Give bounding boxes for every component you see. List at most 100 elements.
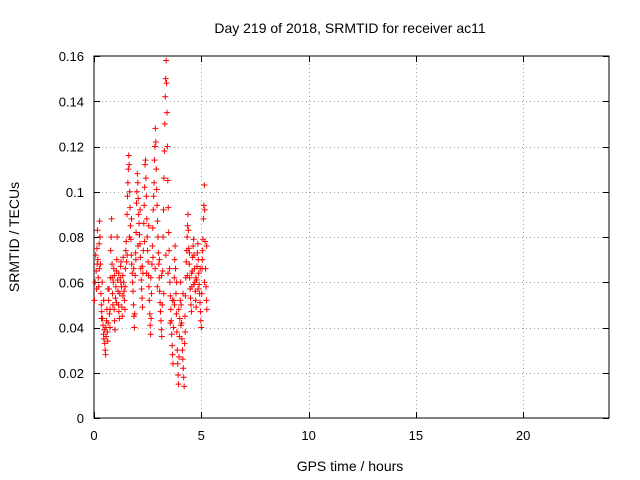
data-point	[143, 193, 150, 200]
data-point	[196, 281, 203, 288]
x-axis-label: GPS time / hours	[297, 458, 404, 474]
data-point	[109, 261, 116, 268]
data-point	[107, 247, 114, 254]
data-point	[141, 202, 148, 209]
data-point	[94, 256, 101, 263]
data-point	[106, 310, 113, 317]
data-point	[200, 215, 207, 222]
data-point	[166, 247, 173, 254]
data-point	[190, 281, 197, 288]
data-point	[174, 347, 181, 354]
data-point	[134, 243, 141, 250]
data-point	[127, 204, 134, 211]
data-point	[121, 297, 128, 304]
data-point	[109, 301, 116, 308]
data-point	[108, 234, 115, 240]
data-point	[164, 143, 171, 150]
data-point	[98, 301, 105, 308]
data-point	[147, 274, 154, 281]
data-point	[187, 295, 194, 302]
data-point	[180, 290, 187, 297]
data-point	[178, 335, 185, 342]
data-point	[186, 249, 193, 256]
data-point	[98, 315, 105, 322]
data-point	[120, 254, 127, 261]
data-point	[112, 283, 119, 290]
data-point	[187, 301, 194, 308]
data-point	[159, 267, 166, 274]
data-point	[131, 324, 138, 331]
data-point	[96, 265, 103, 272]
data-point	[150, 193, 157, 200]
data-point	[109, 290, 116, 297]
data-point	[122, 247, 129, 254]
data-point	[109, 274, 116, 281]
data-point	[181, 383, 188, 390]
data-point	[126, 188, 133, 195]
y-tick-label: 0.14	[59, 94, 84, 109]
data-point	[123, 238, 130, 245]
data-point	[201, 206, 208, 213]
data-point	[172, 265, 179, 272]
data-point	[125, 152, 132, 159]
data-point	[163, 57, 170, 64]
y-tick-label: 0.12	[59, 140, 84, 155]
data-point	[161, 148, 168, 155]
data-point	[192, 297, 199, 304]
data-point	[160, 290, 167, 297]
data-point	[197, 317, 204, 324]
data-point	[149, 224, 156, 231]
data-point	[99, 279, 106, 286]
data-point	[154, 283, 161, 290]
data-point	[184, 211, 191, 218]
y-tick-label: 0.06	[59, 275, 84, 290]
data-point	[95, 274, 102, 281]
data-point	[142, 175, 149, 182]
x-tick-label: 15	[409, 428, 423, 443]
data-point	[156, 288, 163, 295]
data-point	[130, 265, 137, 272]
data-point	[104, 329, 111, 336]
data-point	[164, 177, 171, 184]
data-point	[114, 234, 121, 240]
data-point	[158, 272, 165, 279]
data-point	[184, 222, 191, 229]
data-point	[128, 261, 135, 268]
chart-title: Day 219 of 2018, SRMTID for receiver ac1…	[214, 20, 486, 36]
data-point	[165, 270, 172, 277]
data-point	[173, 329, 180, 336]
data-point	[134, 170, 141, 177]
data-point	[94, 227, 101, 234]
data-point	[174, 360, 181, 367]
data-point	[148, 261, 155, 268]
data-point	[94, 245, 101, 252]
data-points	[91, 57, 210, 390]
data-point	[197, 265, 204, 272]
data-point	[124, 252, 131, 259]
data-point	[139, 295, 146, 302]
data-point	[151, 157, 158, 164]
data-point	[201, 279, 208, 286]
y-tick-label: 0.16	[59, 49, 84, 64]
data-point	[104, 286, 111, 293]
data-point	[119, 292, 126, 299]
data-point	[166, 265, 173, 272]
data-point	[152, 265, 159, 272]
data-point	[124, 179, 131, 186]
data-point	[131, 310, 138, 317]
data-point	[170, 324, 177, 331]
data-point	[122, 283, 129, 290]
data-point	[150, 254, 157, 261]
data-point	[118, 304, 125, 311]
data-point	[180, 365, 187, 372]
data-point	[108, 215, 115, 222]
data-point	[104, 338, 111, 345]
data-point	[96, 240, 103, 247]
data-point	[133, 200, 140, 207]
data-point	[185, 227, 192, 234]
data-point	[201, 181, 208, 188]
data-point	[197, 299, 204, 306]
grid-lines	[94, 56, 609, 418]
data-point	[126, 161, 133, 168]
data-point	[184, 234, 191, 240]
